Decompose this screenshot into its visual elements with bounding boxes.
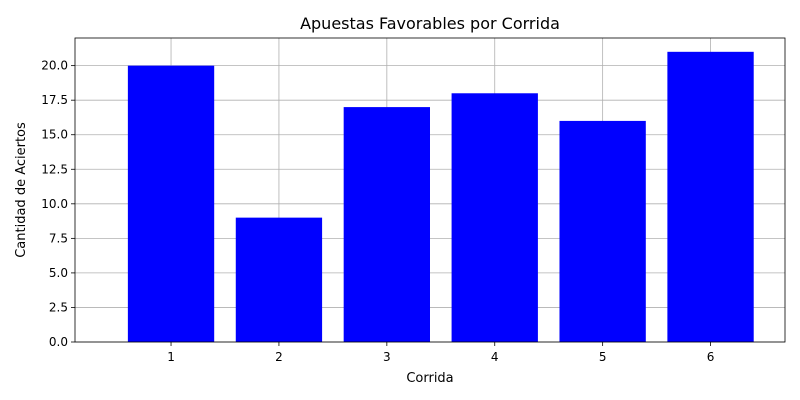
bars-layer <box>127 51 754 343</box>
bar-corrida-4 <box>451 93 538 342</box>
y-tick-label: 15.0 <box>41 128 68 142</box>
y-tick-label: 12.5 <box>41 162 68 176</box>
axes-frame <box>74 37 786 343</box>
y-tick-label: 5.0 <box>49 266 68 280</box>
axes-layer <box>74 37 786 343</box>
y-tick-label: 2.5 <box>49 300 68 314</box>
ticks-layer: 0.0 2.5 5.0 7.5 10.0 12.5 15.0 17.5 20.0 1 2 3 4 5 6 <box>41 59 714 364</box>
y-tick-label: 20.0 <box>41 59 68 73</box>
y-tick-label: 17.5 <box>41 93 68 107</box>
bar-corrida-2 <box>235 217 323 342</box>
bar-corrida-1 <box>127 65 215 343</box>
x-tick-label: 4 <box>491 350 499 364</box>
x-tick-label: 1 <box>167 350 175 364</box>
y-tick-label: 7.5 <box>49 231 68 245</box>
x-tick-label: 2 <box>275 350 283 364</box>
y-axis-label: Cantidad de Aciertos <box>14 122 29 258</box>
x-tick-label: 5 <box>599 350 607 364</box>
chart-title: Apuestas Favorables por Corrida <box>300 14 560 33</box>
y-tick-label: 10.0 <box>41 197 68 211</box>
x-axis-label: Corrida <box>406 371 453 386</box>
x-tick-label: 6 <box>707 350 715 364</box>
bar-corrida-3 <box>343 107 430 342</box>
y-tick-label: 0.0 <box>49 335 68 349</box>
bar-corrida-6 <box>667 51 754 343</box>
x-tick-label: 3 <box>383 350 391 364</box>
bar-corrida-5 <box>559 120 646 342</box>
